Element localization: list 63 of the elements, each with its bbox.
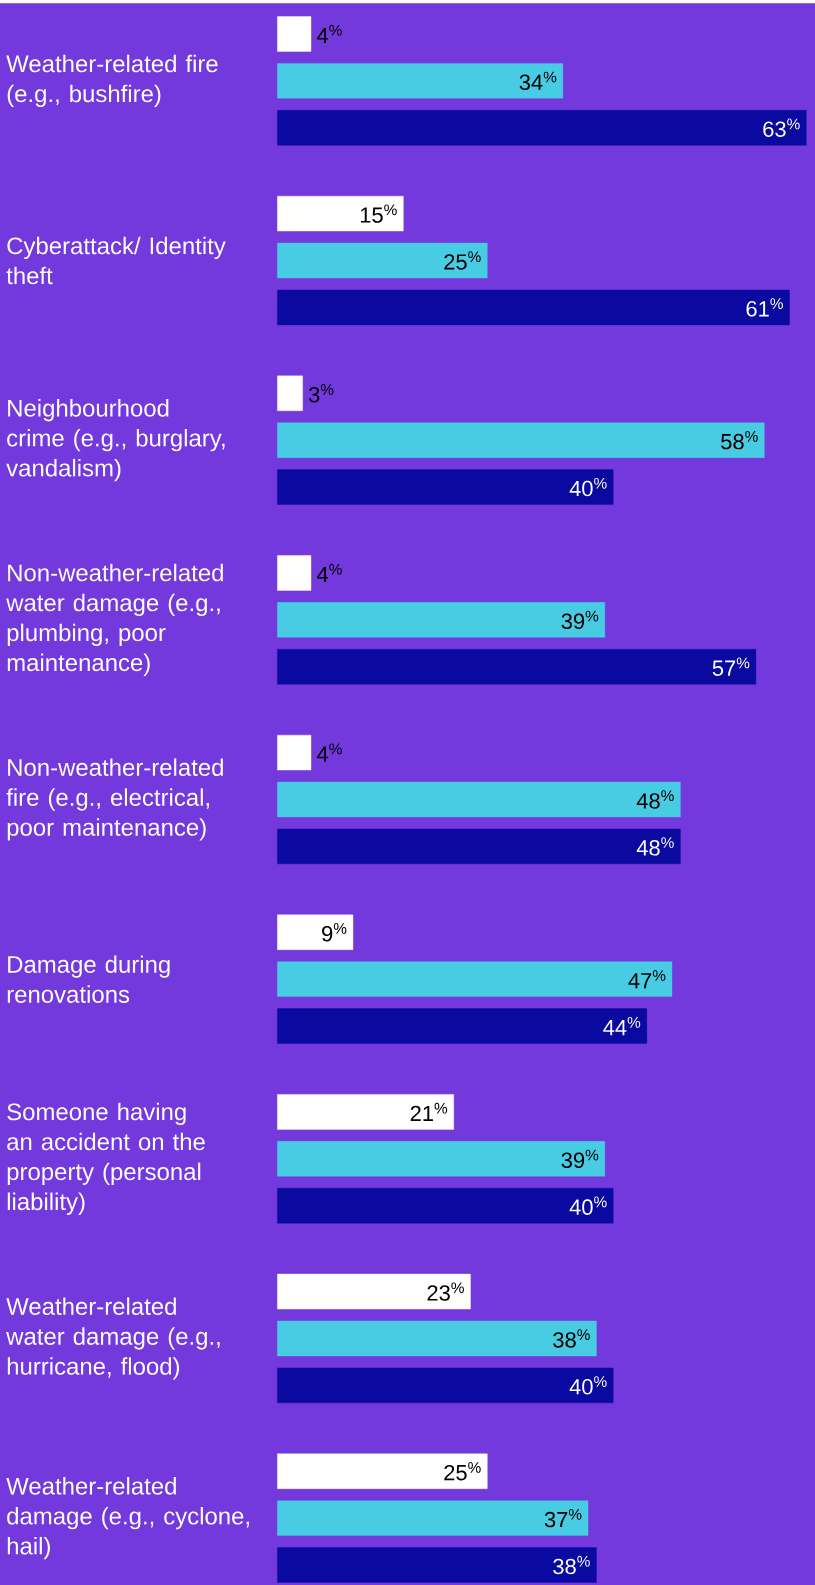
bar — [277, 16, 312, 52]
data-label: 39$^{%}$ — [561, 610, 599, 630]
data-label: 37$^{%}$ — [544, 1508, 582, 1528]
data-label: 3$^{%}$ — [308, 384, 334, 403]
y-tick-label: Weather-related water damage (e.g., hurricane, flood) — [6, 1297, 220, 1380]
bar — [277, 1320, 597, 1357]
y-tick-label: Neighbourhood crime (e.g., burglary, vandalism) — [6, 399, 225, 482]
bar — [277, 1094, 454, 1130]
bar — [277, 63, 563, 99]
data-label: 9$^{%}$ — [321, 923, 347, 942]
bar — [277, 734, 312, 771]
bar — [277, 469, 614, 505]
data-label: 34$^{%}$ — [519, 71, 557, 91]
data-label: 44$^{%}$ — [603, 1016, 641, 1036]
y-tick-label: Weather-related damage (e.g., cyclone, hail) — [6, 1477, 249, 1560]
bar — [277, 195, 404, 232]
data-label: 38$^{%}$ — [553, 1555, 590, 1575]
y-tick-label: Damage during renovations — [7, 955, 170, 1003]
bar — [277, 422, 765, 458]
bar — [277, 1500, 589, 1536]
data-label: 57$^{%}$ — [712, 657, 750, 676]
bar — [277, 649, 756, 685]
bar — [277, 289, 790, 326]
data-label: 40$^{%}$ — [569, 477, 607, 497]
data-label: 63$^{%}$ — [763, 118, 800, 137]
y-tick-label: Cyberattack/ Identity theft — [6, 236, 226, 285]
bar — [277, 914, 354, 950]
data-label: 61$^{%}$ — [746, 298, 783, 317]
data-label: 21$^{%}$ — [410, 1102, 447, 1122]
data-label: 4$^{%}$ — [316, 24, 342, 44]
y-tick-label: Non-weather-related fire (e.g., electrical, poor maintenance) — [6, 758, 223, 841]
data-label: 40$^{%}$ — [569, 1196, 607, 1215]
bar — [277, 961, 673, 997]
data-label: 25$^{%}$ — [444, 1462, 481, 1481]
y-tick-label: Someone having an accident on the property (personal liability) — [7, 1102, 205, 1215]
bar — [277, 1008, 647, 1044]
data-label: 40$^{%}$ — [569, 1376, 607, 1395]
bar — [277, 828, 681, 865]
bar — [277, 1141, 605, 1177]
data-label: 4$^{%}$ — [316, 563, 342, 583]
bar — [277, 1453, 488, 1489]
bar — [277, 1547, 597, 1583]
bar — [277, 781, 681, 818]
data-label: 58$^{%}$ — [720, 430, 758, 450]
bar — [277, 602, 605, 638]
data-label: 25$^{%}$ — [444, 251, 481, 270]
bar — [277, 375, 303, 411]
data-label: 4$^{%}$ — [316, 743, 342, 762]
bar — [277, 1188, 614, 1224]
data-label: 15$^{%}$ — [360, 204, 397, 223]
bar — [277, 110, 807, 146]
data-label: 48$^{%}$ — [636, 790, 674, 809]
bar — [277, 242, 488, 279]
data-label: 23$^{%}$ — [427, 1282, 464, 1301]
data-label: 38$^{%}$ — [553, 1329, 590, 1348]
bar — [277, 555, 312, 591]
y-tick-label: Weather-related fire (e.g., bushfire) — [6, 54, 218, 107]
data-label: 47$^{%}$ — [628, 970, 666, 989]
bar — [277, 1367, 614, 1404]
data-label: 48$^{%}$ — [636, 837, 674, 856]
bar — [277, 1273, 471, 1310]
y-tick-label: Non-weather-related water damage (e.g., plumbing, poor maintenance) — [6, 563, 223, 676]
data-label: 39$^{%}$ — [561, 1149, 599, 1169]
